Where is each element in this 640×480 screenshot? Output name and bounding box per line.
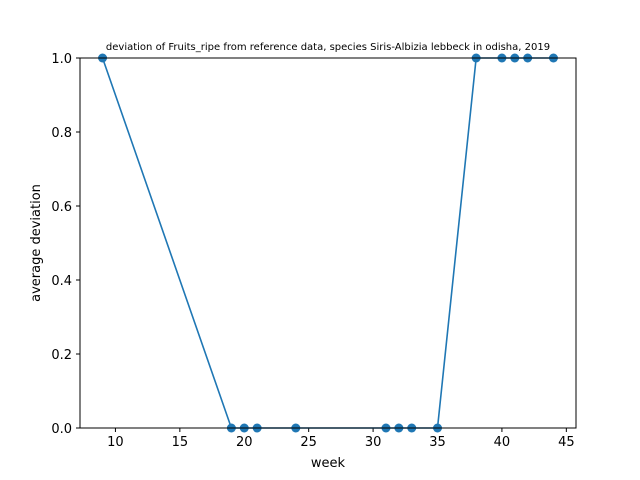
x-axis: 10 15 20 25 30 35 40 45: [107, 428, 575, 450]
x-tick-label: 40: [494, 435, 511, 450]
x-tick-label: 15: [172, 435, 189, 450]
x-tick-label: 45: [558, 435, 575, 450]
x-tick-label: 10: [107, 435, 124, 450]
y-tick-label: 0.6: [51, 200, 72, 215]
y-tick-label: 0.0: [51, 422, 72, 437]
x-tick-label: 20: [236, 435, 253, 450]
x-axis-label: week: [311, 456, 346, 471]
y-axis-label: average deviation: [29, 184, 44, 302]
y-axis: 0.0 0.2 0.4 0.6 0.8 1.0: [51, 52, 80, 437]
x-tick-label: 35: [429, 435, 446, 450]
x-tick-label: 25: [300, 435, 317, 450]
x-tick-label: 30: [365, 435, 382, 450]
plot-frame: [79, 57, 577, 429]
y-tick-label: 1.0: [51, 52, 72, 67]
y-tick-label: 0.2: [51, 348, 72, 363]
y-tick-label: 0.8: [51, 126, 72, 141]
chart-title: deviation of Fruits_ripe from reference …: [106, 42, 550, 53]
y-tick-label: 0.4: [51, 274, 72, 289]
